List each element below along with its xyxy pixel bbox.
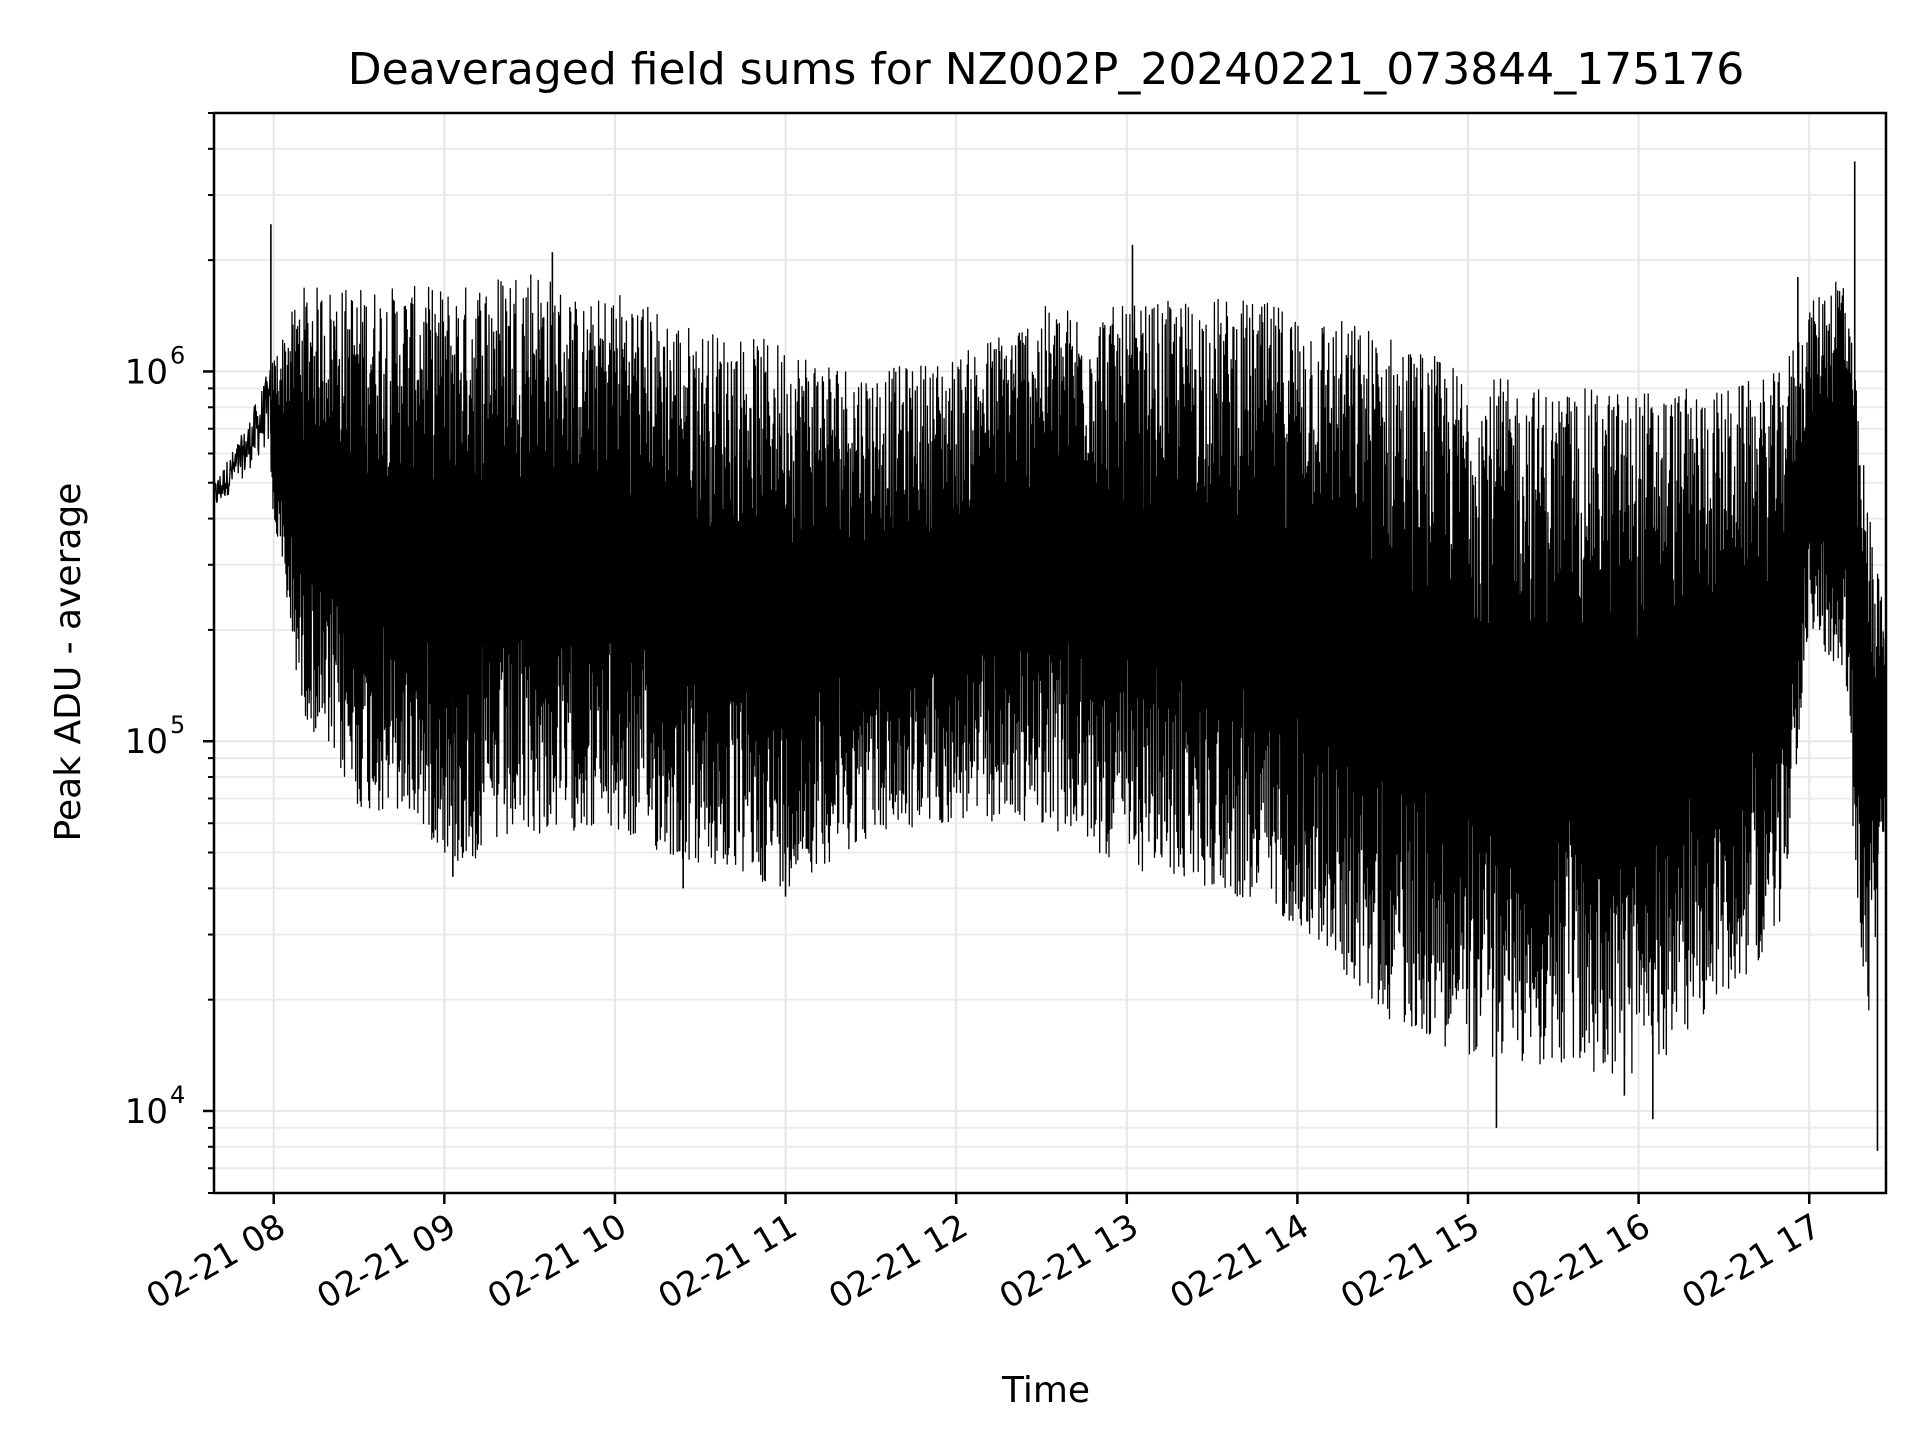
y-axis-label: Peak ADU - average [48, 483, 89, 842]
y-tick-label: 10 [125, 1092, 168, 1132]
series-line [213, 161, 1887, 1151]
plot-frame [212, 111, 1888, 1195]
y-tick-exponent: 5 [170, 711, 185, 739]
series-path [213, 274, 1887, 1074]
y-tick-label: 10 [125, 352, 168, 392]
chart-title: Deaveraged field sums for NZ002P_2024022… [348, 44, 1744, 95]
x-axis-label: Time [1001, 1370, 1090, 1411]
y-tick-exponent: 4 [170, 1081, 185, 1109]
y-tick-label: 10 [125, 722, 168, 762]
y-tick-exponent: 6 [170, 341, 185, 369]
